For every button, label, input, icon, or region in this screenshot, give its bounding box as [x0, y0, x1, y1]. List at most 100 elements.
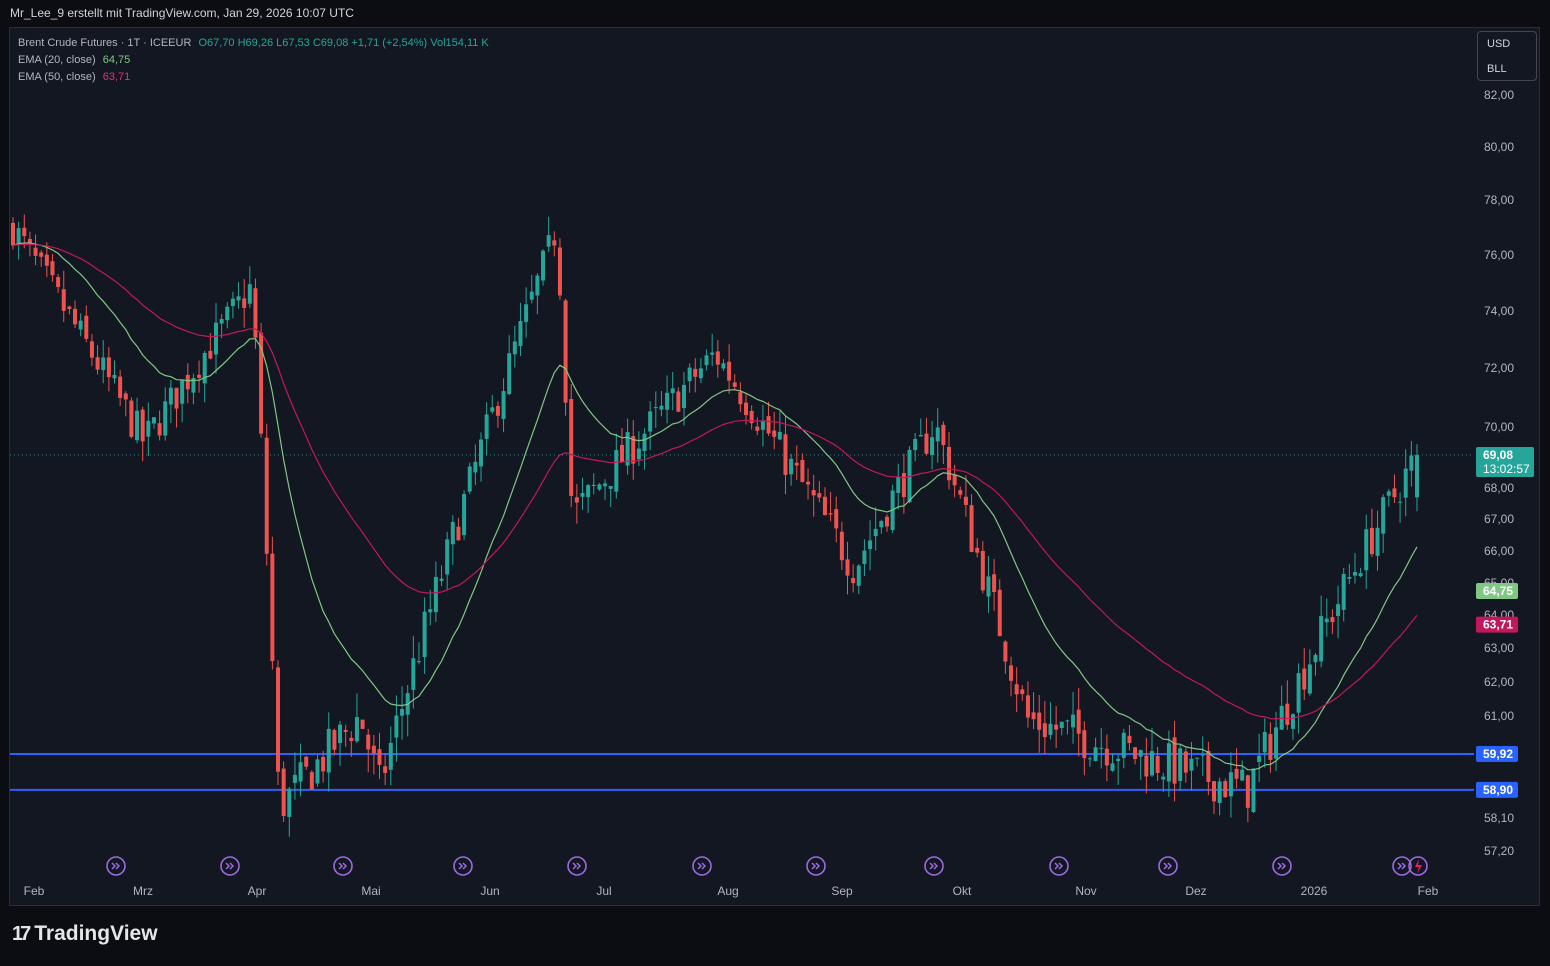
candle-body	[507, 353, 512, 395]
candle-body	[569, 399, 574, 496]
candle-body	[1071, 714, 1076, 728]
candle-body	[180, 380, 185, 404]
candle-body	[140, 409, 145, 442]
candle-body	[997, 589, 1002, 637]
candle-body	[84, 315, 89, 339]
event-arrow-icon	[811, 862, 821, 870]
candle-body	[67, 306, 72, 309]
candle-body	[512, 341, 517, 355]
candle-body	[1403, 468, 1408, 498]
candle-body	[642, 433, 647, 451]
candle-body	[586, 485, 591, 498]
candle-body	[338, 724, 343, 744]
candle-body	[276, 667, 281, 772]
legend-ema50-row[interactable]: EMA (50, close) 63,71	[18, 69, 493, 86]
candle-body	[168, 387, 173, 405]
candle-body	[687, 367, 692, 382]
y-tick-label: 76,00	[1484, 248, 1514, 262]
candle-body	[287, 788, 292, 817]
candle-body	[935, 427, 940, 442]
candle-body	[247, 284, 252, 304]
candle-body	[259, 332, 264, 434]
x-tick-label: Sep	[831, 884, 853, 898]
candle-body	[422, 611, 427, 657]
candle-body	[1251, 768, 1256, 812]
legend-ema20-row[interactable]: EMA (20, close) 64,75	[18, 52, 493, 69]
candle-body	[975, 547, 980, 553]
candle-body	[1087, 758, 1092, 760]
candle-body	[986, 576, 991, 597]
candle-body	[1025, 695, 1030, 718]
y-tick-label: 80,00	[1484, 140, 1514, 154]
candle-body	[315, 759, 320, 784]
candle-body	[439, 578, 444, 581]
currency-unit-selector[interactable]: USD BLL	[1477, 31, 1537, 81]
candle-body	[721, 363, 726, 369]
event-arrow-icon	[338, 862, 348, 870]
legend-ema20-value: 64,75	[102, 54, 131, 66]
tradingview-logo[interactable]: 17 TradingView	[12, 922, 158, 946]
candle-body	[1206, 750, 1211, 782]
price-label-box	[1476, 583, 1518, 599]
price-label-text: 69,08	[1483, 448, 1513, 462]
candle-body	[16, 228, 21, 246]
event-marker-icon	[806, 856, 826, 876]
candle-body	[50, 261, 55, 276]
candle-body	[952, 474, 957, 486]
candle-body	[1195, 757, 1200, 759]
candle-body	[292, 774, 297, 783]
candle-body	[941, 424, 946, 446]
price-label-text: 59,92	[1483, 747, 1513, 761]
candle-body	[1274, 727, 1279, 759]
chart-header-text: Mr_Lee_9 erstellt mit TradingView.com, J…	[10, 6, 354, 20]
candle-body	[963, 496, 968, 505]
candle-body	[591, 484, 596, 486]
y-tick-label: 74,00	[1484, 304, 1514, 318]
candle-body	[473, 461, 478, 473]
candle-body	[1313, 654, 1318, 663]
event-marker-icon	[106, 856, 126, 876]
candle-body	[862, 550, 867, 564]
legend-symbol[interactable]: Brent Crude Futures · 1T · ICEEUR	[18, 37, 192, 49]
candle-body	[772, 430, 777, 437]
candle-body	[845, 559, 850, 576]
candle-body	[806, 481, 811, 485]
event-arrow-icon	[111, 862, 121, 870]
candle-body	[879, 521, 884, 528]
candle-body	[151, 417, 156, 424]
candle-body	[174, 387, 179, 409]
candle-body	[947, 446, 951, 481]
candle-body	[106, 357, 111, 378]
candle-body	[1341, 573, 1346, 610]
candle-body	[264, 437, 269, 554]
candle-body	[1319, 616, 1324, 662]
candle-body	[676, 391, 681, 412]
event-arrow-icon	[458, 862, 468, 870]
candle-body	[191, 378, 196, 393]
candle-body	[371, 745, 376, 754]
candle-body	[467, 466, 472, 492]
candle-body	[383, 766, 388, 773]
candle-body	[1223, 781, 1228, 798]
candle-body	[202, 353, 207, 384]
candle-body	[868, 540, 873, 550]
candle-body	[930, 437, 935, 455]
candle-body	[73, 308, 78, 325]
chart-frame[interactable]	[9, 27, 1540, 906]
candle-body	[913, 438, 918, 451]
candle-body	[1375, 527, 1380, 556]
candle-body	[552, 240, 557, 246]
candle-body	[800, 459, 805, 482]
candle-body	[146, 420, 151, 437]
candle-body	[270, 553, 275, 662]
candle-body	[619, 444, 624, 462]
y-tick-label: 63,00	[1484, 641, 1514, 655]
candle-body	[1336, 604, 1341, 617]
candle-body	[33, 247, 38, 256]
candle-body	[1110, 763, 1115, 771]
candle-body	[681, 384, 686, 409]
candle-body	[715, 351, 720, 365]
tradingview-logo-text: TradingView	[34, 922, 158, 945]
candle-body	[236, 296, 241, 301]
